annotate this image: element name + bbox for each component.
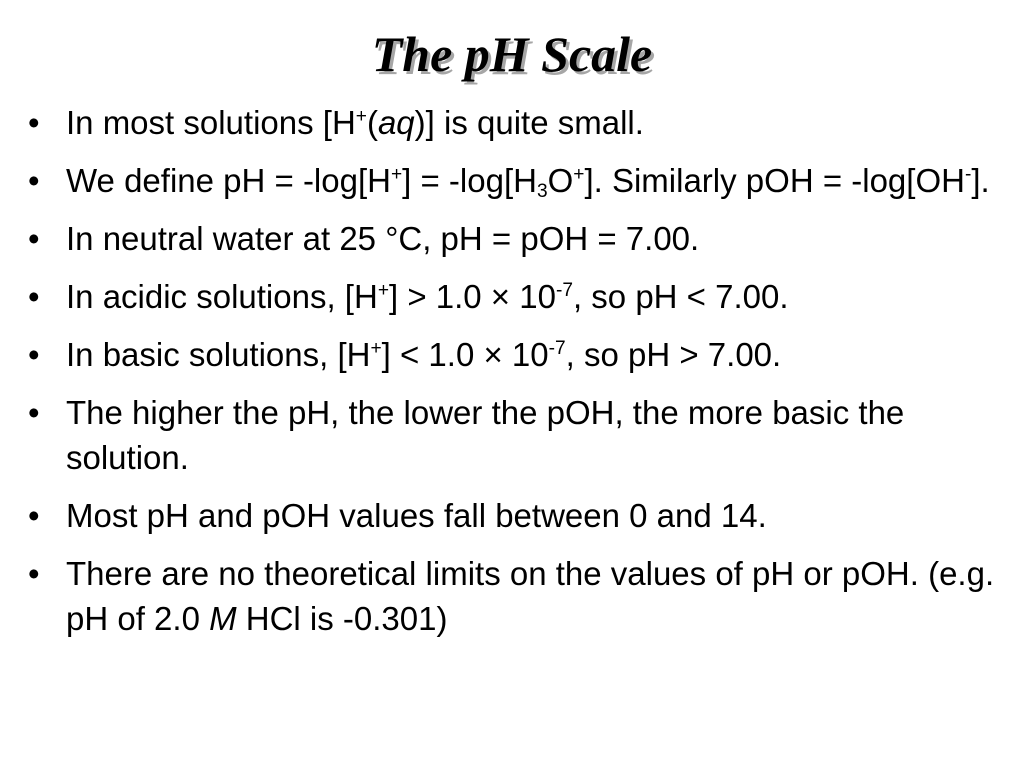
superscript: -7 — [555, 280, 573, 302]
text-run: )] is quite small. — [414, 104, 644, 141]
text-run: ( — [366, 104, 378, 141]
bullet-marker — [28, 100, 66, 145]
text-run: ] = -log[H — [402, 162, 537, 199]
text-run: HCl is -0.301) — [236, 600, 448, 637]
bullet-text: We define pH = -log[H+] = -log[H3O+]. Si… — [66, 162, 990, 203]
text-run: ]. — [971, 162, 990, 199]
bullet-list: In most solutions [H+(aq)] is quite smal… — [28, 100, 998, 654]
italic-text: M — [209, 600, 237, 637]
bullet-marker — [28, 551, 66, 596]
bullet-text: In basic solutions, [H+] < 1.0 × 10-7, s… — [66, 336, 781, 373]
text-run: In acidic solutions, [H — [66, 278, 378, 315]
text-run: Most pH and pOH values fall between 0 an… — [66, 497, 767, 534]
bullet-text: In acidic solutions, [H+] > 1.0 × 10-7, … — [66, 278, 789, 315]
bullet-text: There are no theoretical limits on the v… — [66, 555, 994, 637]
bullet-text: Most pH and pOH values fall between 0 an… — [66, 497, 767, 534]
text-run: ]. Similarly pOH = -log[OH — [584, 162, 965, 199]
bullet-marker — [28, 493, 66, 538]
bullet-marker — [28, 158, 66, 203]
superscript: + — [390, 164, 403, 186]
bullet-item: In basic solutions, [H+] < 1.0 × 10-7, s… — [28, 332, 998, 377]
text-run: We define pH = -log[H — [66, 162, 391, 199]
text-run: In most solutions [H — [66, 104, 356, 141]
text-run: In neutral water at 25 °C, pH = pOH = 7.… — [66, 220, 700, 257]
superscript: + — [573, 164, 585, 186]
bullet-marker — [28, 390, 66, 435]
bullet-item: In most solutions [H+(aq)] is quite smal… — [28, 100, 998, 145]
text-run: In basic solutions, [H — [66, 336, 371, 373]
bullet-marker — [28, 332, 66, 377]
superscript: - — [964, 164, 972, 186]
bullet-item: There are no theoretical limits on the v… — [28, 551, 998, 641]
bullet-marker — [28, 216, 66, 261]
text-run: There are no theoretical limits on the v… — [66, 555, 995, 637]
text-run: The higher the pH, the lower the pOH, th… — [66, 394, 905, 476]
bullet-marker — [28, 274, 66, 319]
bullet-item: In acidic solutions, [H+] > 1.0 × 10-7, … — [28, 274, 998, 319]
bullet-text: In most solutions [H+(aq)] is quite smal… — [66, 104, 644, 141]
bullet-item: Most pH and pOH values fall between 0 an… — [28, 493, 998, 538]
bullet-item: The higher the pH, the lower the pOH, th… — [28, 390, 998, 480]
text-run: , so pH < 7.00. — [572, 278, 789, 315]
superscript: -7 — [548, 338, 566, 360]
text-run: ] > 1.0 × 10 — [388, 278, 556, 315]
text-run: , so pH > 7.00. — [565, 336, 782, 373]
text-run: O — [547, 162, 574, 199]
italic-text: aq — [377, 104, 415, 141]
superscript: + — [377, 280, 389, 302]
subscript: 3 — [536, 181, 548, 203]
superscript: + — [370, 338, 382, 360]
bullet-text: In neutral water at 25 °C, pH = pOH = 7.… — [66, 220, 699, 257]
text-run: ] < 1.0 × 10 — [381, 336, 549, 373]
superscript: + — [355, 106, 367, 128]
bullet-item: In neutral water at 25 °C, pH = pOH = 7.… — [28, 216, 998, 261]
bullet-item: We define pH = -log[H+] = -log[H3O+]. Si… — [28, 158, 998, 203]
slide-title: The pH Scale — [371, 26, 653, 82]
bullet-text: The higher the pH, the lower the pOH, th… — [66, 394, 904, 476]
